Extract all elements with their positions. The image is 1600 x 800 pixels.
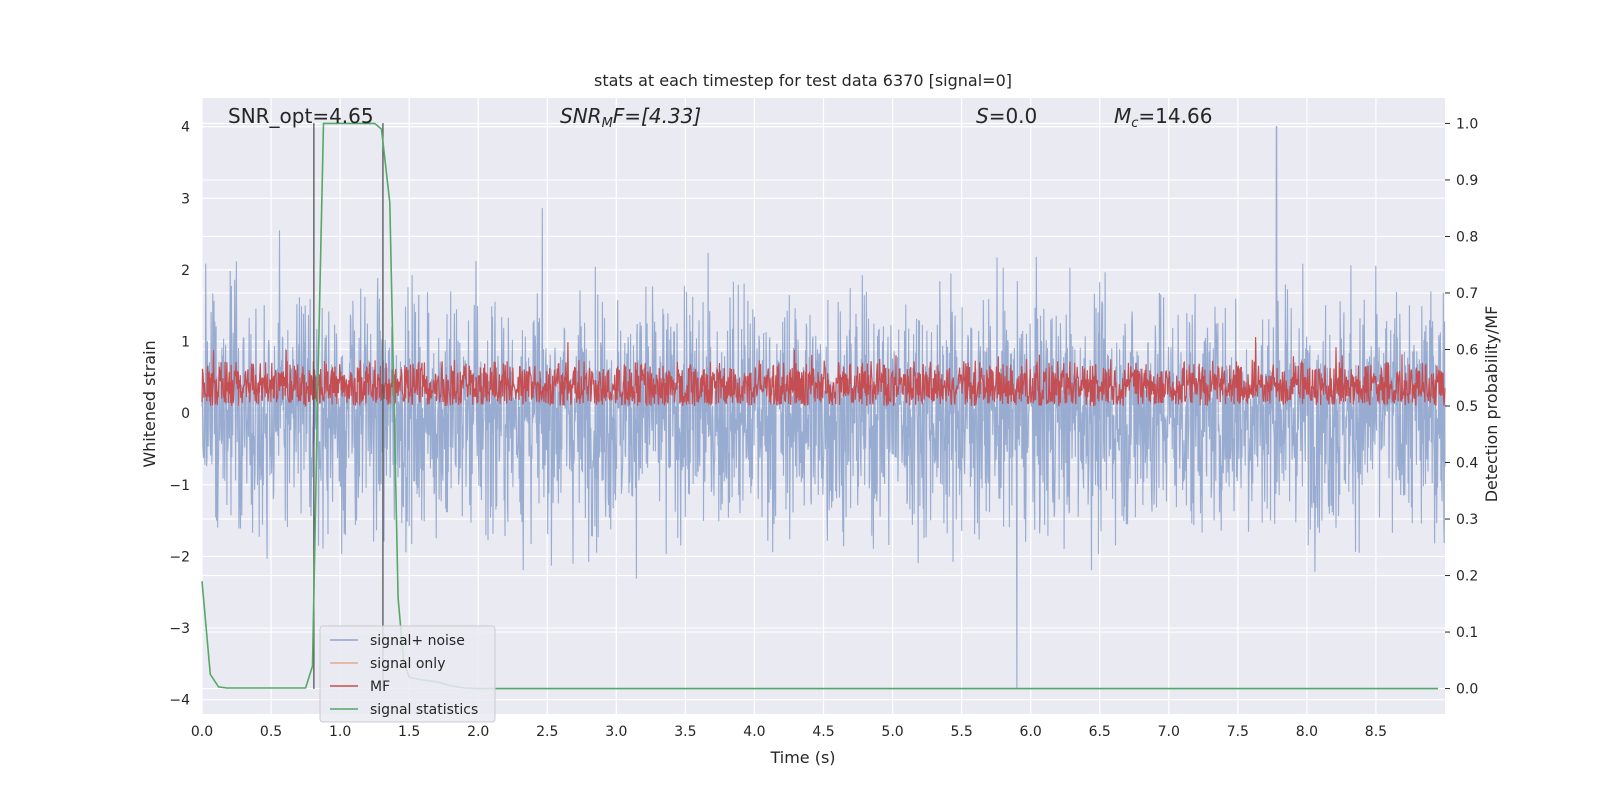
x-tick-label: 8.0 bbox=[1296, 724, 1318, 740]
signal-plus-noise-line bbox=[201, 126, 1446, 689]
y-axis-right-label: Detection probability/MF bbox=[1482, 306, 1501, 503]
annotation-snr-mf-main: SNR bbox=[560, 104, 602, 128]
x-tick-label: 5.5 bbox=[950, 724, 972, 740]
chart-title: stats at each timestep for test data 637… bbox=[594, 71, 1012, 90]
series-signal-plus-noise bbox=[201, 126, 1446, 689]
x-tick-label: 7.0 bbox=[1158, 724, 1180, 740]
y-tick-label-right: 0.6 bbox=[1456, 342, 1478, 358]
x-tick-label: 1.5 bbox=[398, 724, 420, 740]
x-tick-label: 0.5 bbox=[260, 724, 282, 740]
y-tick-label-right: 0.0 bbox=[1456, 682, 1478, 698]
y-tick-label-left: 4 bbox=[181, 120, 190, 136]
y-tick-label-left: −3 bbox=[169, 621, 190, 637]
signal-statistics-line bbox=[201, 122, 1439, 690]
y-tick-label-left: 2 bbox=[181, 263, 190, 279]
y-tick-label-right: 0.1 bbox=[1456, 625, 1478, 641]
y-tick-label-left: 1 bbox=[181, 335, 190, 351]
x-tick-label: 1.0 bbox=[329, 724, 351, 740]
annotation-snr-opt: SNR_opt=4.65 bbox=[228, 104, 374, 128]
y-tick-label-left: −2 bbox=[169, 549, 190, 565]
annotation-snr-mf-sub: M bbox=[602, 116, 613, 131]
axes: 0.0 0.5 1.0 1.5 2.0 2.5 3.0 3.5 4.0 4.5 5.0 5.5 6.0 6… bbox=[169, 116, 1478, 740]
annotation-mc: Mc=14.66 bbox=[1114, 104, 1212, 131]
annotation-mc-value: =14.66 bbox=[1138, 104, 1212, 128]
x-tick-label: 4.5 bbox=[812, 724, 834, 740]
y-tick-label-right: 0.8 bbox=[1456, 229, 1478, 245]
x-tick-label: 7.5 bbox=[1227, 724, 1249, 740]
y-tick-label-right: 0.9 bbox=[1456, 173, 1478, 189]
y-tick-label-right: 1.0 bbox=[1456, 116, 1478, 132]
x-tick-label: 0.0 bbox=[191, 724, 213, 740]
annotation-snr-mf: SNRMF=[4.33] bbox=[560, 104, 701, 131]
y-axis-left-label: Whitened strain bbox=[140, 340, 159, 467]
x-tick-label: 2.0 bbox=[467, 724, 489, 740]
x-tick-label: 4.0 bbox=[743, 724, 765, 740]
y-tick-label-left: −4 bbox=[169, 693, 190, 709]
annotation-mc-sub: c bbox=[1131, 116, 1138, 131]
annotation-s: S=0.0 bbox=[976, 104, 1037, 128]
x-tick-label: 6.0 bbox=[1020, 724, 1042, 740]
y-tick-label-right: 0.4 bbox=[1456, 456, 1478, 472]
x-tick-label: 3.5 bbox=[674, 724, 696, 740]
y-tick-label-right: 0.5 bbox=[1456, 399, 1478, 415]
x-tick-label: 3.0 bbox=[605, 724, 627, 740]
legend: signal+ noise signal only MF signal stat… bbox=[319, 625, 496, 723]
legend-box bbox=[319, 625, 496, 723]
series-signal-statistics bbox=[201, 122, 1439, 690]
legend-label-signal-only: signal only bbox=[370, 656, 445, 672]
y-tick-label-left: 0 bbox=[181, 406, 190, 422]
legend-label-mf: MF bbox=[370, 679, 390, 695]
x-tick-label: 8.5 bbox=[1365, 724, 1387, 740]
y-tick-label-right: 0.2 bbox=[1456, 569, 1478, 585]
annotation-snr-mf-tail: F=[4.33] bbox=[613, 104, 701, 128]
x-axis-label: Time (s) bbox=[769, 748, 835, 767]
y-tick-label-right: 0.7 bbox=[1456, 286, 1478, 302]
x-tick-label: 5.0 bbox=[881, 724, 903, 740]
x-tick-label: 6.5 bbox=[1089, 724, 1111, 740]
y-tick-label-left: 3 bbox=[181, 191, 190, 207]
series-mf bbox=[201, 337, 1446, 407]
y-tick-label-right: 0.3 bbox=[1456, 512, 1478, 528]
mf-line bbox=[201, 337, 1446, 407]
x-tick-label: 2.5 bbox=[536, 724, 558, 740]
y-tick-label-left: −1 bbox=[169, 478, 190, 494]
annotation-s-value: =0.0 bbox=[989, 104, 1038, 128]
legend-label-signal-plus-noise: signal+ noise bbox=[370, 633, 465, 649]
annotation-s-label: S bbox=[976, 104, 989, 128]
legend-label-signal-statistics: signal statistics bbox=[370, 702, 478, 718]
annotation-mc-label: M bbox=[1114, 104, 1131, 128]
